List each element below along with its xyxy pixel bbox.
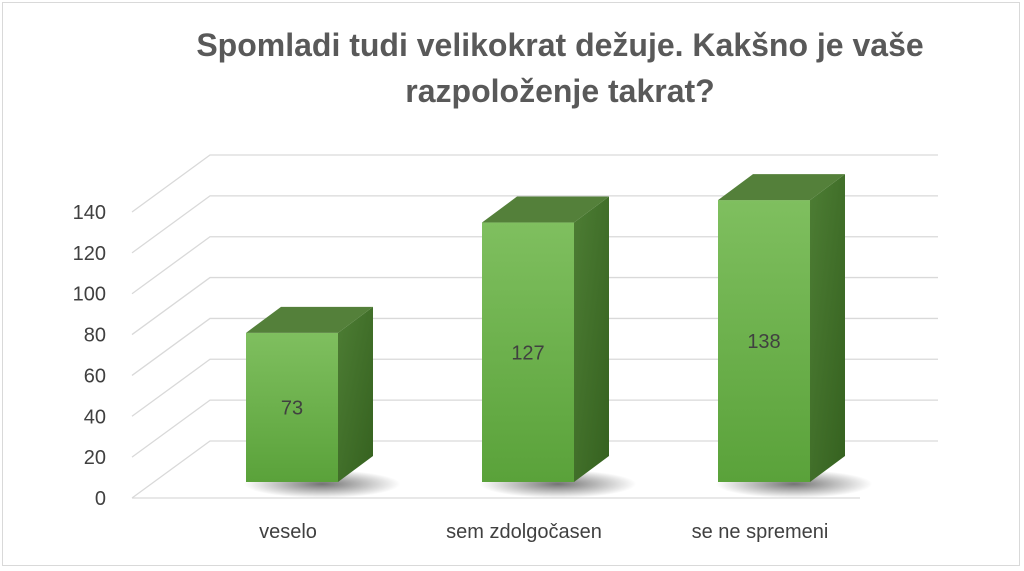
gridline — [131, 399, 938, 458]
bar: 73 — [243, 306, 401, 498]
bar-side — [574, 196, 609, 483]
bar-side — [338, 306, 373, 482]
gridlines — [131, 154, 938, 499]
bar: 138 — [715, 174, 873, 498]
bar-top — [482, 196, 609, 223]
x-category-label: veselo — [259, 521, 317, 543]
y-tick-label: 40 — [84, 406, 106, 428]
data-label: 138 — [747, 331, 780, 353]
gridline — [131, 154, 938, 213]
y-tick-label: 140 — [73, 202, 106, 224]
data-label: 73 — [281, 397, 303, 419]
y-tick-label: 60 — [84, 365, 106, 387]
y-tick-label: 100 — [73, 284, 106, 306]
gridline — [131, 440, 938, 499]
bar-side — [810, 174, 845, 483]
y-tick-label: 0 — [95, 488, 106, 510]
chart-title-line-1: Spomladi tudi velikokrat dežuje. Kakšno … — [196, 27, 924, 63]
bar: 127 — [479, 196, 637, 498]
y-tick-label: 120 — [73, 243, 106, 265]
gridline — [131, 236, 938, 295]
data-label: 127 — [511, 342, 544, 364]
chart-title: Spomladi tudi velikokrat dežuje. Kakšno … — [120, 22, 1000, 114]
gridline — [131, 358, 938, 417]
x-category-label: sem zdolgočasen — [446, 521, 602, 543]
gridline — [131, 276, 938, 336]
y-tick-label: 20 — [84, 447, 106, 469]
x-axis: veselo sem zdolgočasen se ne spremeni — [259, 521, 828, 543]
gridline — [131, 195, 938, 254]
chart-title-line-2: razpoloženje takrat? — [405, 73, 715, 109]
bar-top — [718, 174, 845, 201]
x-category-label: se ne spremeni — [692, 521, 829, 543]
gridline — [131, 317, 938, 376]
bar-front — [718, 200, 810, 483]
bars: 73 127 138 — [243, 174, 873, 498]
y-axis: 0 20 40 60 80 100 120 140 — [73, 202, 106, 510]
bar-top — [246, 306, 373, 333]
bar-front — [246, 332, 338, 482]
y-tick-label: 80 — [84, 325, 106, 347]
bar-front — [482, 222, 574, 483]
